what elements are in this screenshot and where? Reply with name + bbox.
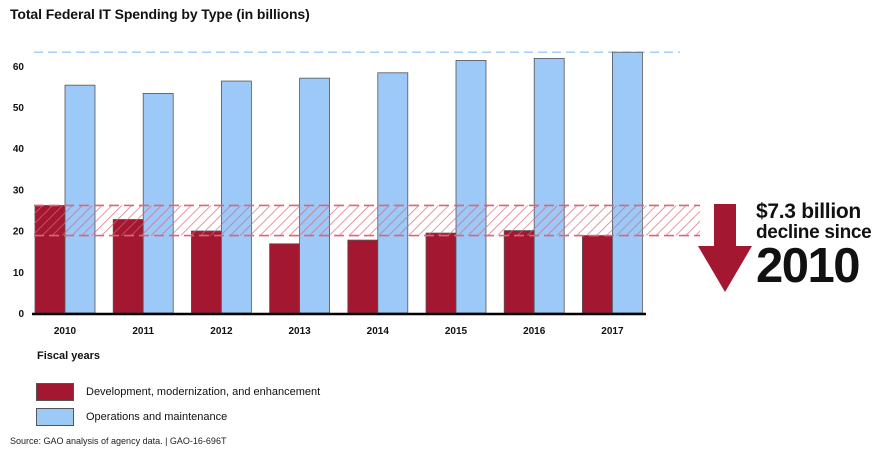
bar-om-2013 [299, 77, 331, 314]
x-tick-label: 2010 [54, 326, 77, 337]
bar-om-2016 [533, 57, 565, 314]
chart-title: Total Federal IT Spending by Type (in bi… [10, 6, 310, 22]
x-tick-label: 2016 [523, 326, 546, 337]
bar-om-2017 [612, 51, 643, 314]
bar-om-2014 [377, 72, 409, 314]
bars [34, 51, 643, 314]
legend-label-om: Operations and maintenance [86, 410, 228, 423]
decline-arrow-group [698, 204, 752, 292]
bar-om-2011 [142, 93, 174, 314]
y-tick-label: 0 [18, 309, 24, 320]
source-note: Source: GAO analysis of agency data. | G… [10, 436, 227, 446]
bar-om-2010 [64, 84, 96, 314]
bar-dme-2017 [582, 235, 613, 314]
y-axis-ticks: 0 10 20 30 40 50 60 [13, 62, 25, 320]
bar-dme-2015 [425, 232, 457, 314]
y-tick-label: 60 [13, 62, 25, 73]
y-tick-label: 30 [13, 185, 25, 196]
x-axis: 2010 2011 2012 2013 2014 2015 2016 2017 [32, 312, 646, 337]
bar-dme-2014 [347, 239, 379, 314]
decline-band-hatch [34, 205, 700, 236]
legend-item-dme: Development, modernization, and enhancem… [36, 381, 320, 402]
x-tick-label: 2012 [210, 326, 233, 337]
annotation-amount: $7.3 billion [756, 200, 861, 223]
y-tick-label: 10 [13, 268, 25, 279]
y-tick-label: 20 [13, 227, 25, 238]
bar-dme-2013 [269, 243, 301, 314]
annotation-year: 2010 [756, 239, 861, 293]
decline-band [34, 204, 700, 237]
bar-dme-2016 [503, 230, 535, 314]
bar-dme-2012 [190, 230, 222, 314]
legend: Development, modernization, and enhancem… [36, 381, 320, 431]
x-tick-label: 2015 [445, 326, 468, 337]
decline-arrow-icon [698, 204, 752, 292]
legend-swatch-dme [36, 382, 74, 401]
annotation-text: decline since [756, 222, 872, 243]
legend-swatch-om [36, 407, 74, 426]
decline-annotation: $7.3 billion decline since 2010 [756, 200, 872, 293]
y-tick-label: 50 [13, 103, 25, 114]
legend-label-dme: Development, modernization, and enhancem… [86, 385, 321, 398]
x-tick-label: 2011 [132, 326, 154, 337]
x-tick-label: 2017 [601, 326, 624, 337]
legend-item-om: Operations and maintenance [36, 406, 320, 427]
y-tick-label: 40 [13, 144, 25, 155]
x-axis-label: Fiscal years [37, 350, 100, 362]
bar-om-2015 [455, 60, 487, 314]
x-tick-label: 2013 [288, 326, 311, 337]
x-tick-label: 2014 [367, 326, 390, 337]
bar-om-2012 [220, 80, 252, 314]
